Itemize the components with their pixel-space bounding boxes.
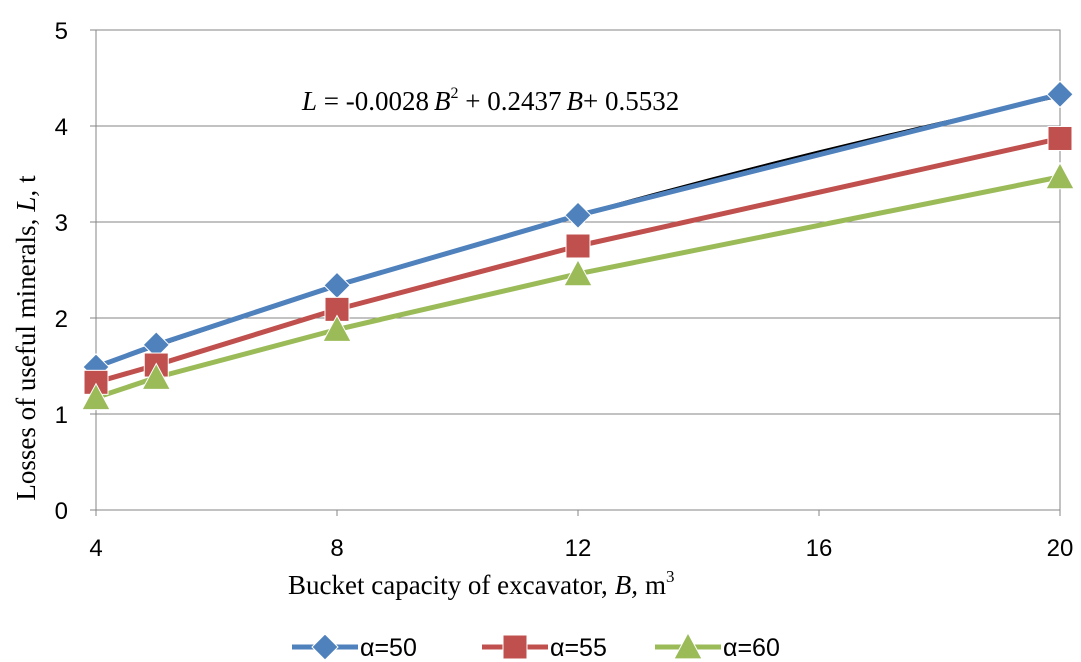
data-point-series-3	[141, 362, 172, 390]
data-point-series-3	[81, 382, 111, 411]
trendline-equation: L = -0.0028 B2 + 0.2437 B+ 0.5532	[301, 85, 679, 116]
x-tick-label: 20	[1047, 535, 1074, 562]
y-tick-label: 1	[55, 402, 68, 429]
legend-item-1: α=50	[292, 633, 417, 662]
data-point-series-1	[323, 271, 351, 300]
y-axis-title: Losses of useful minerals,L,t	[11, 175, 41, 501]
data-point-series-1	[564, 201, 592, 229]
legend-marker	[673, 631, 703, 660]
legend-label: α=55	[550, 634, 607, 662]
x-tick-label: 16	[806, 535, 833, 562]
data-point-series-2	[565, 233, 591, 259]
y-tick-label: 4	[55, 114, 68, 141]
x-axis-title: Bucket capacity of excavator, B, m3	[288, 567, 675, 600]
x-tick-label: 12	[565, 535, 592, 562]
x-axis-ticks: 4 8 12 16 20	[89, 510, 1073, 562]
trendline	[95, 95, 1061, 369]
x-tick-label: 8	[330, 535, 343, 562]
legend-marker	[311, 633, 339, 661]
trendline-layer	[95, 95, 1061, 369]
y-tick-label: 3	[55, 210, 68, 237]
legend-item-3: α=60	[655, 631, 780, 662]
data-point-series-3	[322, 314, 352, 342]
data-point-series-1	[1046, 80, 1074, 109]
x-tick-label: 4	[89, 535, 102, 562]
legend-marker	[502, 634, 528, 660]
series-layer	[81, 80, 1075, 411]
legend: α=50 α=55 α=60	[292, 631, 780, 662]
legend-label: α=60	[723, 634, 780, 662]
series-line-1	[95, 91, 1061, 370]
y-tick-label: 0	[55, 498, 68, 525]
data-point-series-3	[563, 258, 593, 287]
data-point-series-2	[1047, 125, 1073, 151]
y-tick-label: 2	[55, 306, 68, 333]
legend-label: α=50	[360, 634, 417, 662]
y-axis-ticks: 0 1 2 3 4 5	[55, 18, 96, 525]
y-tick-label: 5	[55, 18, 68, 45]
data-point-series-3	[1045, 161, 1075, 190]
legend-item-2: α=55	[482, 634, 607, 662]
